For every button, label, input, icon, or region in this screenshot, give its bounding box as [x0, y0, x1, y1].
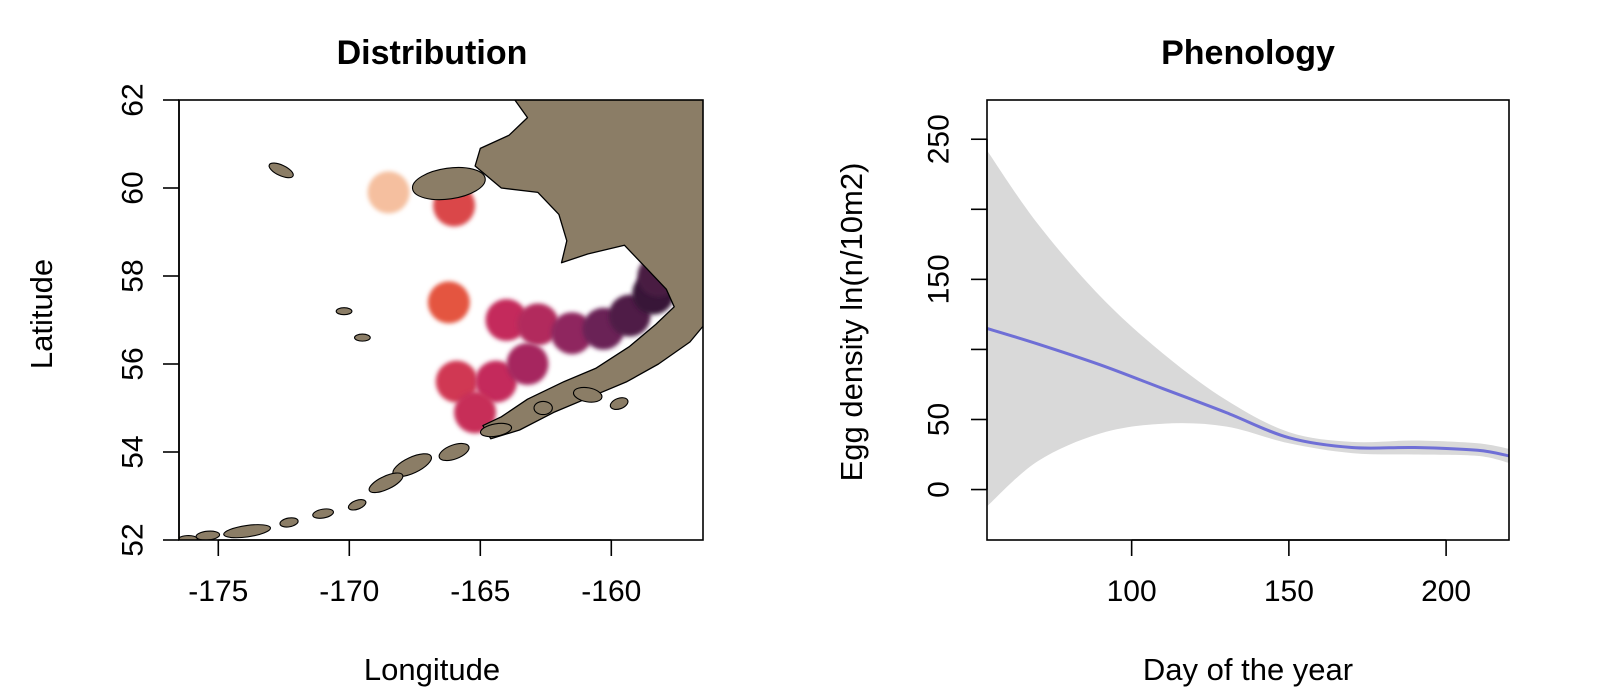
island-shape — [438, 442, 470, 462]
y-tick-label: 62 — [117, 83, 150, 116]
island-shape — [411, 166, 486, 201]
confidence-band — [987, 150, 1509, 507]
island-shape — [335, 307, 353, 316]
distribution-y-ticks: 52 54 56 58 60 62 — [117, 83, 180, 557]
distribution-x-axis-label: Longitude — [364, 652, 500, 687]
distribution-y-axis-label: Latitude — [24, 259, 59, 369]
phenology-x-axis-label: Day of the year — [1143, 652, 1353, 687]
y-tick-label: 52 — [117, 523, 150, 556]
fitted-line — [987, 326, 1509, 458]
island-shape — [223, 524, 272, 539]
island-shape — [353, 333, 371, 342]
density-cell — [506, 343, 549, 385]
density-cell — [475, 360, 518, 403]
distribution-title: Distribution — [337, 34, 528, 72]
island-shape — [609, 397, 629, 411]
island-shape — [347, 499, 367, 511]
island-shape — [479, 422, 513, 438]
y-tick-label: 150 — [923, 254, 956, 304]
mainland-shape — [474, 100, 703, 440]
y-tick-label: 0 — [923, 481, 956, 498]
x-tick-label: -175 — [188, 575, 248, 608]
island-shape — [279, 517, 299, 528]
island-shape — [533, 400, 553, 416]
phenology-y-axis-label: Egg density ln(n/10m2) — [834, 163, 869, 482]
aleutian-islands — [179, 162, 629, 540]
x-tick-label: 150 — [1264, 575, 1314, 608]
island-shape — [368, 472, 404, 494]
y-tick-label: 58 — [117, 259, 150, 292]
island-shape — [572, 386, 603, 403]
density-cell — [485, 299, 528, 341]
density-cell — [551, 312, 593, 355]
alaska-landmass — [474, 100, 703, 440]
distribution-x-ticks: -175 -170 -165 -160 — [188, 539, 641, 608]
phenology-plot-area — [987, 150, 1509, 507]
y-tick-label: 60 — [117, 171, 150, 204]
distribution-panel: Distribution Longitude Latitude -175 -170… — [24, 34, 704, 687]
x-tick-label: -165 — [450, 575, 510, 608]
x-tick-label: -170 — [319, 575, 379, 608]
density-cell — [367, 171, 410, 214]
phenology-y-ticks: 0 50 150 250 — [923, 114, 988, 498]
x-tick-label: 200 — [1421, 575, 1471, 608]
density-cell — [435, 360, 478, 403]
density-cell — [516, 303, 559, 346]
phenology-x-ticks: 100 150 200 — [1107, 539, 1471, 608]
y-tick-label: 250 — [923, 114, 956, 164]
phenology-panel: Phenology Day of the year Egg density ln… — [834, 34, 1510, 687]
density-heatmap — [367, 171, 680, 434]
y-tick-label: 54 — [117, 435, 150, 468]
y-tick-label: 50 — [923, 403, 956, 436]
x-tick-label: -160 — [581, 575, 641, 608]
island-shape — [312, 508, 334, 519]
phenology-title: Phenology — [1161, 34, 1335, 72]
x-tick-label: 100 — [1107, 575, 1157, 608]
density-cell — [427, 281, 470, 324]
island-shape — [268, 162, 294, 179]
y-tick-label: 56 — [117, 347, 150, 380]
density-cell — [454, 391, 497, 434]
